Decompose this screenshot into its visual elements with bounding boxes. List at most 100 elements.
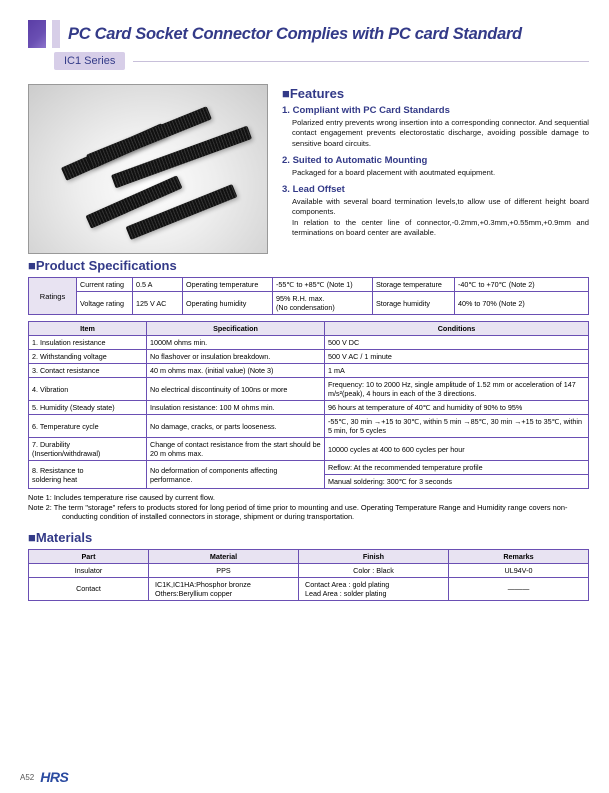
page-title: PC Card Socket Connector Complies with P… [68, 25, 522, 44]
title-bar: PC Card Socket Connector Complies with P… [28, 20, 589, 48]
cell: -40℃ to +70℃ (Note 2) [455, 278, 589, 292]
series-label: IC1 Series [54, 52, 125, 70]
feature-body: Packaged for a board placement with aout… [282, 168, 589, 178]
column-header: Remarks [449, 549, 589, 563]
ratings-table: Ratings Current rating 0.5 A Operating t… [28, 277, 589, 315]
accent-block [28, 20, 46, 48]
cell: 10000 cycles at 400 to 600 cycles per ho… [325, 438, 589, 461]
table-row: 7. Durability (Insertion/withdrawal)Chan… [29, 438, 589, 461]
materials-heading: ■Materials [28, 530, 589, 545]
accent-block-light [52, 20, 60, 48]
table-row: 6. Temperature cycleNo damage, cracks, o… [29, 415, 589, 438]
table-row: Ratings Current rating 0.5 A Operating t… [29, 278, 589, 292]
column-header: Conditions [325, 322, 589, 336]
footer: A52 HRS [20, 769, 68, 785]
cell: No damage, cracks, or parts looseness. [147, 415, 325, 438]
cell: Insulation resistance: 100 M ohms min. [147, 401, 325, 415]
feature-title: Suited to Automatic Mounting [293, 155, 428, 166]
cell: 500 V AC / 1 minute [325, 350, 589, 364]
page-number: A52 [20, 773, 34, 782]
cell: Storage humidity [373, 292, 455, 315]
cell: -55℃, 30 min →+15 to 30℃, within 5 min →… [325, 415, 589, 438]
column-header: Part [29, 549, 149, 563]
cell: ——— [449, 577, 589, 600]
cell: Storage temperature [373, 278, 455, 292]
table-row: 3. Contact resistance40 m ohms max. (ini… [29, 364, 589, 378]
feature-title: Compliant with PC Card Standards [293, 105, 450, 116]
cell: No flashover or insulation breakdown. [147, 350, 325, 364]
feature-number: 2. [282, 155, 290, 166]
cell: 7. Durability (Insertion/withdrawal) [29, 438, 147, 461]
cell: Contact [29, 577, 149, 600]
cell: IC1K,IC1HA:Phosphor bronze Others:Beryll… [149, 577, 299, 600]
column-header: Specification [147, 322, 325, 336]
table-row: Item Specification Conditions [29, 322, 589, 336]
cell: 40 m ohms max. (initial value) (Note 3) [147, 364, 325, 378]
product-photo [28, 84, 268, 254]
cell: PPS [149, 563, 299, 577]
series-row: IC1 Series [28, 52, 589, 70]
cell: Operating temperature [183, 278, 273, 292]
column-header: Material [149, 549, 299, 563]
cell: 500 V DC [325, 336, 589, 350]
cell: 0.5 A [133, 278, 183, 292]
table-row: 4. VibrationNo electrical discontinuity … [29, 378, 589, 401]
features-heading: ■Features [282, 86, 589, 101]
column-header: Item [29, 322, 147, 336]
cell: Voltage rating [77, 292, 133, 315]
cell: -55℃ to +85℃ (Note 1) [273, 278, 373, 292]
cell: 96 hours at temperature of 40℃ and humid… [325, 401, 589, 415]
note-line: Note 2: The term "storage" refers to pro… [28, 503, 589, 522]
cell: 6. Temperature cycle [29, 415, 147, 438]
cell: Change of contact resistance from the st… [147, 438, 325, 461]
cell: UL94V-0 [449, 563, 589, 577]
feature-item: 2. Suited to Automatic Mounting Packaged… [282, 155, 589, 178]
cell: 125 V AC [133, 292, 183, 315]
product-spec-heading: ■Product Specifications [28, 258, 589, 273]
cell: No deformation of components affecting p… [147, 461, 325, 489]
cell: 3. Contact resistance [29, 364, 147, 378]
product-spec-heading-text: Product Specifications [36, 258, 177, 273]
feature-title: Lead Offset [293, 184, 345, 195]
divider [133, 61, 589, 62]
cell: Insulator [29, 563, 149, 577]
table-row: 8. Resistance to soldering heat No defor… [29, 461, 589, 475]
cell: Frequency: 10 to 2000 Hz, single amplitu… [325, 378, 589, 401]
cell: Operating humidity [183, 292, 273, 315]
table-row: Part Material Finish Remarks [29, 549, 589, 563]
feature-body: Available with several board termination… [282, 197, 589, 238]
cell: 40% to 70% (Note 2) [455, 292, 589, 315]
feature-body: Polarized entry prevents wrong insertion… [282, 118, 589, 149]
feature-number: 1. [282, 105, 290, 116]
notes: Note 1: Includes temperature rise caused… [28, 493, 589, 522]
cell: Reflow: At the recommended temperature p… [325, 461, 589, 475]
hrs-logo: HRS [40, 769, 68, 785]
cell: Manual soldering: 300℃ for 3 seconds [325, 475, 589, 489]
cell: 1. Insulation resistance [29, 336, 147, 350]
cell: 2. Withstanding voltage [29, 350, 147, 364]
feature-number: 3. [282, 184, 290, 195]
table-row: Contact IC1K,IC1HA:Phosphor bronze Other… [29, 577, 589, 600]
table-row: 2. Withstanding voltageNo flashover or i… [29, 350, 589, 364]
cell: Contact Area : gold plating Lead Area : … [299, 577, 449, 600]
cell: 1 mA [325, 364, 589, 378]
cell: 95% R.H. max. (No condensation) [273, 292, 373, 315]
cell: 1000M ohms min. [147, 336, 325, 350]
cell: Current rating [77, 278, 133, 292]
materials-heading-text: Materials [36, 530, 92, 545]
table-row: Insulator PPS Color : Black UL94V-0 [29, 563, 589, 577]
column-header: Finish [299, 549, 449, 563]
feature-item: 3. Lead Offset Available with several bo… [282, 184, 589, 238]
table-row: Voltage rating 125 V AC Operating humidi… [29, 292, 589, 315]
cell: Color : Black [299, 563, 449, 577]
cell: 5. Humidity (Steady state) [29, 401, 147, 415]
note-line: Note 1: Includes temperature rise caused… [28, 493, 589, 503]
features-heading-text: Features [290, 86, 344, 101]
table-row: 1. Insulation resistance1000M ohms min.5… [29, 336, 589, 350]
materials-table: Part Material Finish Remarks Insulator P… [28, 549, 589, 601]
ratings-label: Ratings [29, 278, 77, 315]
cell: 4. Vibration [29, 378, 147, 401]
spec-table: Item Specification Conditions 1. Insulat… [28, 321, 589, 489]
feature-item: 1. Compliant with PC Card Standards Pola… [282, 105, 589, 149]
cell: 8. Resistance to soldering heat [29, 461, 147, 489]
